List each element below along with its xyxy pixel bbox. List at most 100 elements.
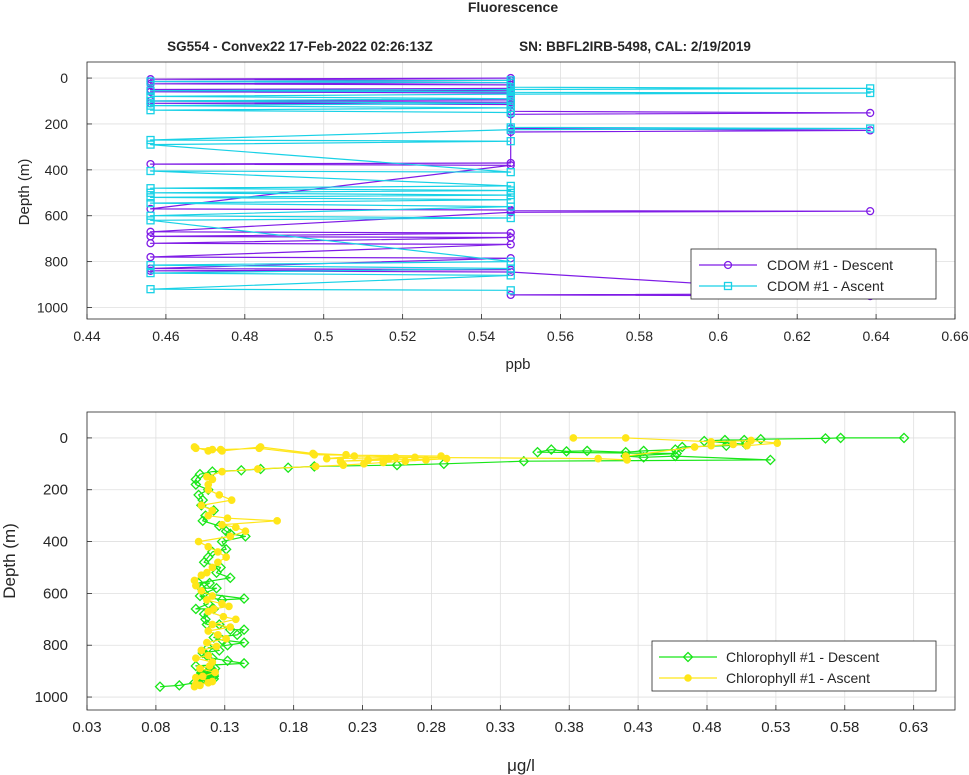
chlorophyll-data — [154, 432, 910, 693]
data-point-cdom-1-ascent — [506, 137, 515, 146]
cdom-x-tick-label: 0.46 — [152, 328, 179, 344]
data-point-chlorophyll-1-ascent — [208, 620, 217, 629]
chlorophyll-y-tick-label: 0 — [60, 430, 68, 447]
cdom-x-tick-label: 0.62 — [784, 328, 811, 344]
data-point-chlorophyll-1-ascent — [219, 612, 228, 621]
data-point-chlorophyll-1-descent — [545, 444, 557, 455]
data-point-chlorophyll-1-ascent — [437, 452, 445, 460]
cdom-legend-box — [690, 248, 937, 300]
data-point-chlorophyll-1-descent — [638, 451, 650, 463]
cdom-x-tick-label: 0.52 — [389, 328, 416, 344]
data-point-chlorophyll-1-ascent — [204, 542, 213, 551]
cdom-legend-descent-marker — [723, 260, 733, 270]
cdom-x-tick-label: 0.5 — [314, 328, 334, 344]
data-point-cdom-1-ascent — [146, 77, 155, 86]
data-point-cdom-1-ascent — [146, 198, 155, 208]
data-point-cdom-1-ascent — [506, 186, 515, 195]
cdom-x-tick-label: 0.48 — [231, 328, 258, 344]
data-point-chlorophyll-1-descent — [154, 681, 166, 693]
data-point-chlorophyll-1-descent — [282, 462, 294, 474]
data-point-chlorophyll-1-ascent — [747, 436, 755, 445]
data-point-chlorophyll-1-ascent — [411, 453, 419, 462]
chlorophyll-x-axis-label: μg/l — [507, 756, 535, 775]
chlorophyll-legend-descent-marker — [682, 651, 694, 663]
data-point-chlorophyll-1-descent — [898, 432, 910, 444]
chlorophyll-legend: Chlorophyll #1 - Descent Chlorophyll #1 … — [651, 640, 937, 692]
data-point-chlorophyll-1-ascent — [191, 654, 200, 663]
data-point-cdom-1-ascent — [146, 268, 155, 278]
cdom-x-tick-label: 0.6 — [709, 328, 729, 344]
data-point-chlorophyll-1-descent — [222, 655, 233, 667]
cdom-x-axis-label: ppb — [505, 356, 530, 373]
data-point-chlorophyll-1-ascent — [311, 462, 320, 471]
data-point-cdom-1-ascent — [506, 181, 515, 191]
data-point-chlorophyll-1-descent — [204, 577, 216, 589]
data-point-chlorophyll-1-ascent — [203, 638, 211, 647]
data-point-chlorophyll-1-descent — [820, 433, 831, 444]
data-point-cdom-1-ascent — [866, 88, 875, 98]
data-point-chlorophyll-1-descent — [190, 660, 202, 672]
data-point-chlorophyll-1-ascent — [364, 456, 372, 464]
data-point-chlorophyll-1-ascent — [190, 576, 199, 585]
data-point-chlorophyll-1-descent — [638, 445, 650, 457]
chlorophyll-x-tick-label: 0.48 — [692, 719, 721, 736]
data-point-chlorophyll-1-ascent — [773, 439, 782, 447]
data-point-cdom-1-ascent — [506, 94, 515, 103]
data-point-chlorophyll-1-ascent — [197, 586, 206, 595]
figure-subtitle-left: SG554 - Convex22 17-Feb-2022 02:26:13Z — [167, 39, 433, 54]
data-point-cdom-1-descent — [506, 228, 515, 238]
data-point-chlorophyll-1-descent — [391, 459, 403, 471]
chlorophyll-x-tick-label: 0.63 — [899, 719, 928, 736]
data-point-chlorophyll-1-ascent — [743, 441, 751, 450]
chlorophyll-x-tick-label: 0.43 — [624, 719, 653, 736]
data-point-chlorophyll-1-ascent — [401, 457, 410, 466]
series-line-cdom-1-descent — [149, 77, 871, 297]
data-point-chlorophyll-1-ascent — [253, 465, 262, 473]
data-point-chlorophyll-1-ascent — [204, 651, 213, 660]
data-point-chlorophyll-1-descent — [669, 444, 681, 455]
cdom-y-axis-label: Depth (m) — [16, 159, 33, 226]
data-point-cdom-1-descent — [506, 240, 515, 249]
cdom-x-tick-label: 0.44 — [73, 328, 100, 344]
data-point-cdom-1-ascent — [506, 167, 515, 177]
data-point-chlorophyll-1-ascent — [569, 434, 578, 442]
cdom-axes: 0.44 0.46 0.48 0.5 0.52 0.54 0.56 0.58 0.6 0.62 0.… — [16, 61, 969, 373]
data-point-cdom-1-ascent — [506, 89, 515, 99]
data-point-cdom-1-ascent — [506, 286, 515, 295]
data-point-chlorophyll-1-ascent — [208, 658, 217, 666]
chlorophyll-legend-ascent-label: Chlorophyll #1 - Ascent — [726, 670, 870, 686]
data-point-cdom-1-descent — [866, 207, 875, 216]
data-point-cdom-1-ascent — [506, 125, 515, 134]
data-point-chlorophyll-1-descent — [240, 530, 251, 542]
data-point-chlorophyll-1-descent — [190, 479, 202, 490]
cdom-x-tick-label: 0.54 — [468, 328, 495, 344]
cdom-legend-ascent-label: CDOM #1 - Ascent — [767, 278, 884, 294]
cdom-y-tick-label: 600 — [45, 208, 69, 224]
data-point-cdom-1-ascent — [866, 84, 875, 93]
data-point-chlorophyll-1-ascent — [621, 434, 630, 442]
data-point-chlorophyll-1-ascent — [241, 527, 250, 536]
data-point-chlorophyll-1-ascent — [222, 553, 231, 561]
data-point-chlorophyll-1-descent — [835, 432, 847, 444]
data-point-chlorophyll-1-descent — [755, 433, 767, 445]
data-point-cdom-1-ascent — [506, 213, 515, 223]
cdom-x-tick-label: 0.66 — [941, 328, 968, 344]
data-point-cdom-1-ascent — [506, 108, 515, 117]
data-point-chlorophyll-1-descent — [676, 441, 688, 453]
data-point-chlorophyll-1-ascent — [191, 680, 200, 688]
data-point-chlorophyll-1-descent — [190, 473, 202, 485]
data-point-chlorophyll-1-ascent — [231, 615, 240, 624]
chlorophyll-x-tick-label: 0.58 — [830, 719, 859, 736]
data-point-chlorophyll-1-ascent — [707, 437, 715, 446]
data-point-chlorophyll-1-ascent — [190, 443, 199, 451]
cdom-legend: CDOM #1 - Descent CDOM #1 - Ascent — [690, 248, 937, 300]
data-point-cdom-1-descent — [506, 290, 515, 300]
data-point-cdom-1-ascent — [146, 106, 155, 115]
data-point-chlorophyll-1-ascent — [208, 592, 217, 600]
data-point-cdom-1-ascent — [146, 166, 155, 176]
data-point-chlorophyll-1-ascent — [231, 523, 240, 532]
data-point-chlorophyll-1-descent — [211, 582, 222, 594]
data-point-chlorophyll-1-descent — [222, 639, 233, 651]
data-point-chlorophyll-1-ascent — [208, 677, 217, 686]
